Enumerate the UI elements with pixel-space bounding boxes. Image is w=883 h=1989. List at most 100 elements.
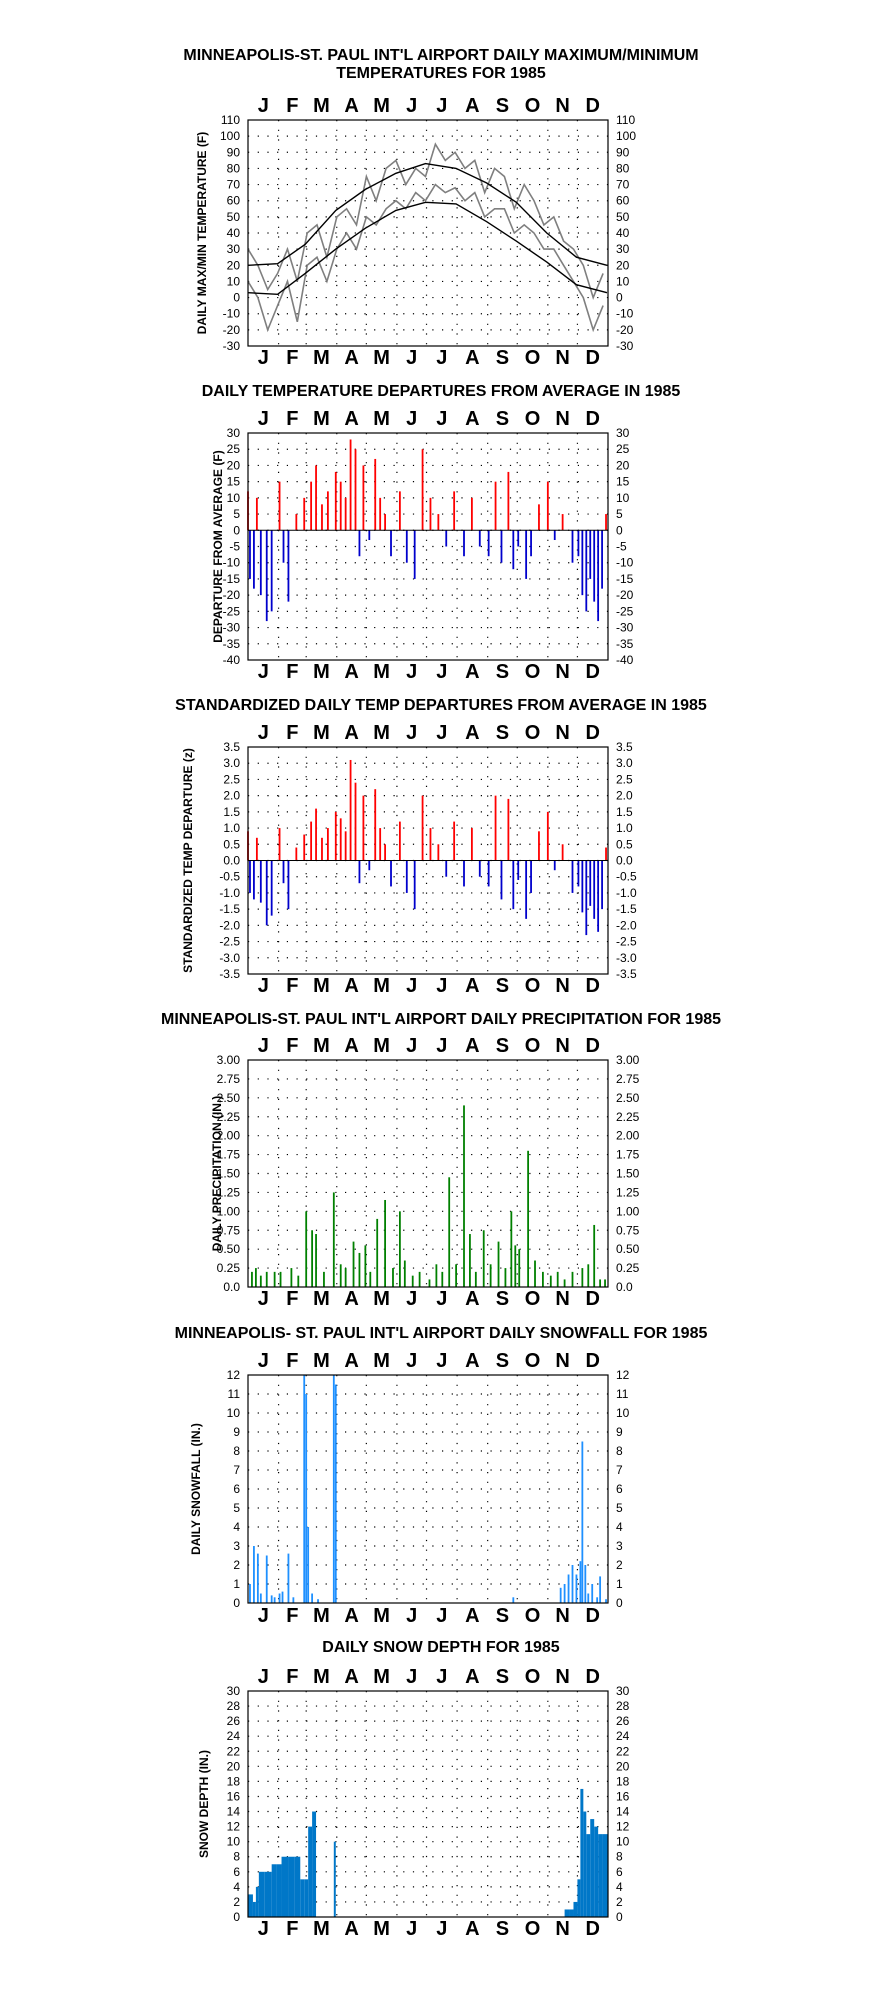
y-tick-label-left: -40 xyxy=(223,653,241,667)
warm-departure-bar xyxy=(339,818,342,861)
snowfall-bar xyxy=(256,1553,259,1603)
y-tick-label-left: 1.75 xyxy=(217,1148,241,1162)
month-label-top: J xyxy=(436,1035,447,1057)
y-tick-label-right: -3.0 xyxy=(616,951,637,965)
cold-departure-bar xyxy=(463,860,465,887)
cold-departure-bar xyxy=(601,860,603,910)
y-tick-label-left: 3.0 xyxy=(223,756,240,770)
month-label-top: F xyxy=(286,408,298,430)
y-tick-label-right: 20 xyxy=(616,1759,630,1773)
y-tick-label-right: 1.75 xyxy=(616,1148,640,1162)
cold-departure-bar xyxy=(265,860,268,926)
y-tick-label-right: 110 xyxy=(616,113,635,127)
cold-departure-bar xyxy=(571,860,574,893)
snow-depth-bar xyxy=(577,1879,581,1917)
month-label-bottom: F xyxy=(286,1605,298,1627)
month-label-bottom: N xyxy=(555,1605,569,1627)
cold-departure-bar xyxy=(487,530,490,557)
snow-depth-bar xyxy=(602,1834,608,1917)
month-label-bottom: A xyxy=(465,661,479,683)
warm-departure-bar xyxy=(494,795,497,861)
month-label-bottom: A xyxy=(465,347,479,369)
snowfall-bar xyxy=(571,1565,574,1603)
precip-bar xyxy=(556,1271,559,1287)
month-label-top: M xyxy=(313,95,330,117)
month-label-top: J xyxy=(258,1666,269,1688)
cold-departure-bar xyxy=(500,530,503,563)
y-tick-label-left: -30 xyxy=(223,621,241,635)
snow-depth-bar xyxy=(304,1879,309,1917)
y-tick-label-right: -1.0 xyxy=(616,886,637,900)
month-label-bottom: M xyxy=(373,347,390,369)
month-label-bottom: A xyxy=(465,975,479,997)
warm-departure-bar xyxy=(421,795,424,861)
warm-departure-bar xyxy=(379,828,382,861)
precip-bar xyxy=(571,1271,574,1287)
y-tick-label-right: -15 xyxy=(616,572,634,586)
cold-departure-bar xyxy=(571,530,574,563)
y-tick-label-left: 0 xyxy=(233,1910,240,1924)
warm-departure-bar xyxy=(362,795,365,861)
warm-departure-bar xyxy=(255,837,258,861)
warm-departure-bar xyxy=(295,514,298,531)
month-label-top: D xyxy=(585,408,599,430)
y-tick-label-right: 24 xyxy=(616,1729,630,1743)
warm-departure-bar xyxy=(303,834,306,861)
precip-bar xyxy=(376,1218,379,1287)
y-tick-label-left: 26 xyxy=(227,1714,241,1728)
y-tick-label-left: 18 xyxy=(227,1774,241,1788)
y-tick-label-left: -0.5 xyxy=(219,870,240,884)
y-tick-label-left: -20 xyxy=(223,323,241,337)
y-tick-label-right: 0.0 xyxy=(616,854,633,868)
y-tick-label-right: 12 xyxy=(616,1820,630,1834)
cold-departure-bar xyxy=(487,860,490,887)
snowfall-bar xyxy=(567,1574,570,1603)
snowfall-bar xyxy=(265,1555,268,1603)
month-label-top: S xyxy=(496,1350,509,1372)
y-tick-label-right: 1.25 xyxy=(616,1185,640,1199)
warm-departure-bar xyxy=(421,449,424,531)
month-label-bottom: F xyxy=(286,661,298,683)
month-label-bottom: O xyxy=(525,1605,541,1627)
y-tick-label-right: 0.25 xyxy=(616,1261,640,1275)
month-label-bottom: M xyxy=(313,1918,330,1940)
month-label-top: J xyxy=(436,408,447,430)
y-tick-label-left: 30 xyxy=(227,426,241,440)
precip-bar xyxy=(581,1268,584,1287)
y-tick-label-left: 24 xyxy=(227,1729,241,1743)
month-label-bottom: S xyxy=(496,347,509,369)
month-label-bottom: O xyxy=(525,347,541,369)
month-label-bottom: A xyxy=(465,1918,479,1940)
cold-departure-bar xyxy=(270,860,273,916)
y-axis-label: STANDARDIZED TEMP DEPARTURE (z) xyxy=(181,748,195,973)
y-tick-label-left: 12 xyxy=(227,1820,241,1834)
y-tick-label-right: 12 xyxy=(616,1368,630,1382)
y-tick-label-left: 1.25 xyxy=(217,1185,241,1199)
y-tick-label-left: -3.0 xyxy=(219,951,240,965)
cold-departure-bar xyxy=(282,860,285,884)
y-tick-label-left: 0.5 xyxy=(223,837,240,851)
y-tick-label-left: -15 xyxy=(223,572,241,586)
y-tick-label-right: 25 xyxy=(616,442,630,456)
month-label-top: J xyxy=(258,408,269,430)
chart-panel-6: DAILY SNOW DEPTH FOR 1985JJFFMMAAMMJJJJA… xyxy=(197,1639,630,1940)
y-tick-label-left: 40 xyxy=(227,226,241,240)
month-label-top: J xyxy=(258,95,269,117)
snowfall-bar xyxy=(317,1599,319,1603)
month-label-top: A xyxy=(465,1666,479,1688)
snowfall-bar xyxy=(278,1593,281,1603)
y-tick-label-right: 0 xyxy=(616,1596,623,1610)
y-tick-label-left: 10 xyxy=(227,1835,241,1849)
cold-departure-bar xyxy=(593,860,596,919)
month-label-top: J xyxy=(436,95,447,117)
y-tick-label-left: 16 xyxy=(227,1789,241,1803)
y-tick-label-right: -25 xyxy=(616,604,634,618)
month-label-top: J xyxy=(406,1035,417,1057)
warm-departure-bar xyxy=(310,481,313,531)
snow-depth-bar xyxy=(564,1909,570,1917)
snow-depth-bar xyxy=(300,1879,305,1917)
warm-departure-bar xyxy=(374,789,377,861)
y-tick-label-left: 12 xyxy=(227,1368,241,1382)
warm-departure-bar xyxy=(339,481,342,531)
month-label-top: F xyxy=(286,1666,298,1688)
